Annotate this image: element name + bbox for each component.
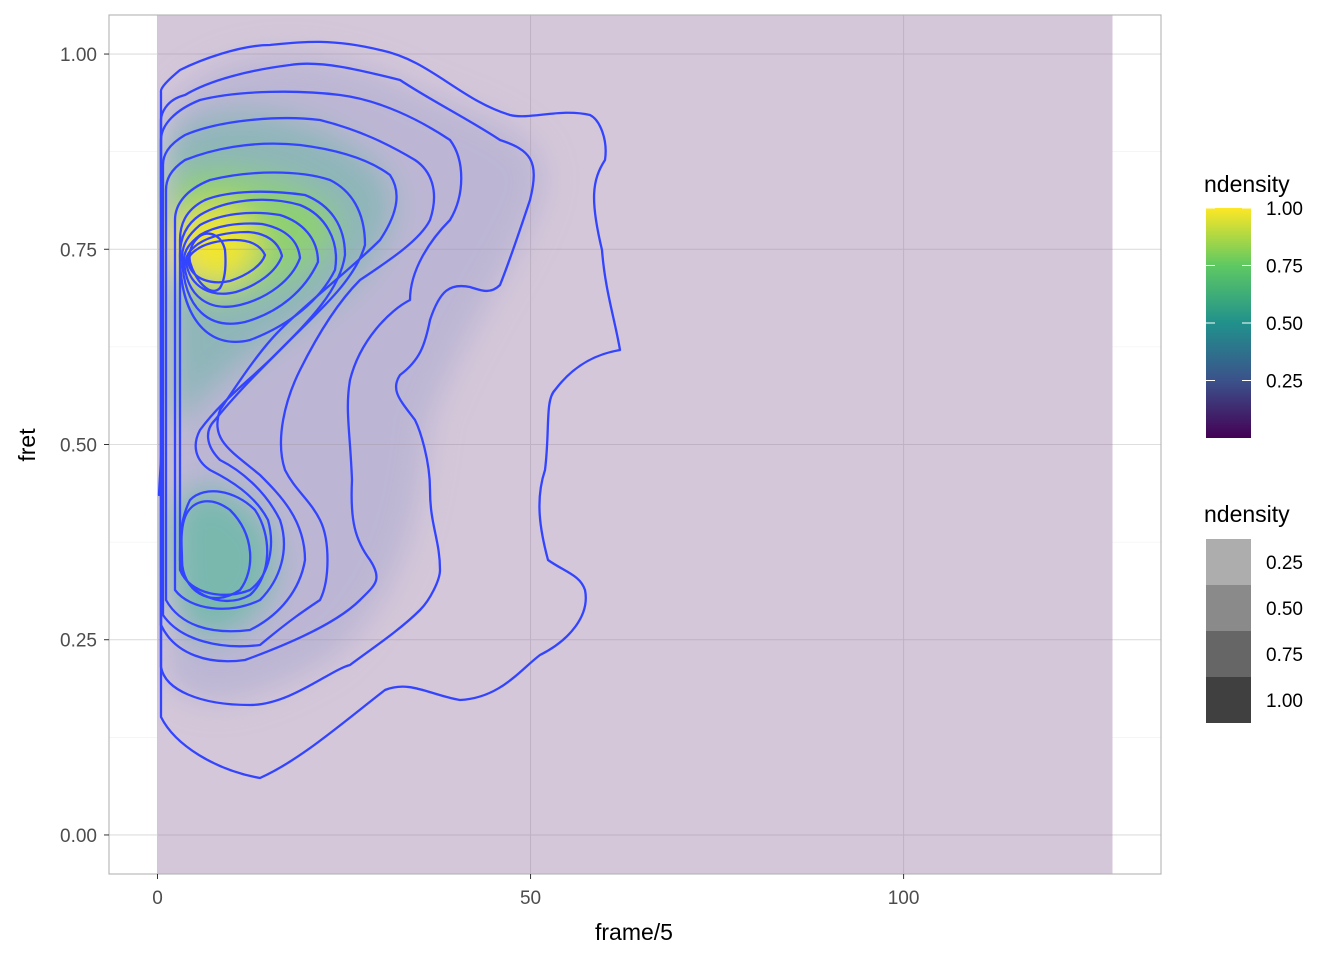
legend-colorbar: ndensity 1.00 0.75 0.50 0.25 — [1204, 171, 1303, 438]
contour-peak — [188, 232, 227, 292]
colorbar-break-label: 1.00 — [1266, 199, 1303, 220]
contour-level-3 — [159, 90, 463, 663]
alpha-swatch — [1206, 677, 1251, 723]
alpha-label: 0.25 — [1266, 553, 1303, 574]
x-axis-title: frame/5 — [595, 919, 673, 945]
contour-level-10 — [180, 211, 320, 325]
contour-level-9 — [178, 198, 338, 343]
y-axis-title: fret — [14, 428, 40, 462]
legend-colorbar-title: ndensity — [1204, 171, 1290, 197]
colorbar-break-label: 0.25 — [1266, 372, 1303, 393]
colorbar-break-label: 0.75 — [1266, 257, 1303, 278]
density-blobs — [165, 54, 544, 702]
contour-level-7 — [178, 190, 347, 596]
density-peak — [173, 207, 257, 283]
gridlines-overlay — [157, 15, 1113, 874]
y-tick-label: 0.25 — [60, 631, 97, 652]
alpha-swatch — [1206, 631, 1251, 677]
y-tick-label: 0.00 — [60, 826, 97, 847]
y-tick-label: 1.00 — [60, 45, 97, 66]
y-tick-label: 0.50 — [60, 436, 97, 457]
contour-level-4 — [161, 116, 436, 648]
y-axis-ticks: 0.00 0.25 0.50 0.75 1.00 — [60, 45, 109, 847]
contour-level-1 — [159, 40, 622, 780]
contour-level-12 — [184, 230, 284, 295]
x-tick-label: 0 — [152, 888, 163, 909]
contour-lines — [157, 40, 622, 780]
contour-level-2 — [159, 62, 535, 707]
contour-level-5 — [164, 142, 398, 633]
alpha-label: 1.00 — [1266, 691, 1303, 712]
contour-left-edge — [157, 418, 163, 497]
legend-alpha-title: ndensity — [1204, 501, 1290, 527]
y-tick-label: 0.75 — [60, 240, 97, 261]
alpha-swatch — [1206, 585, 1251, 631]
x-axis-ticks: 0 50 100 — [152, 874, 919, 909]
x-tick-label: 50 — [520, 888, 541, 909]
legend-alpha: ndensity 0.25 0.50 0.75 1.00 — [1204, 501, 1303, 723]
contour-level-13 — [186, 238, 267, 284]
colorbar-break-label: 0.50 — [1266, 314, 1303, 335]
alpha-swatch — [1206, 539, 1251, 585]
alpha-label: 0.75 — [1266, 645, 1303, 666]
density-blob-lower — [169, 487, 277, 640]
contour-lower-peak — [180, 500, 252, 600]
x-tick-label: 100 — [888, 888, 920, 909]
density-raster — [157, 15, 1113, 874]
alpha-label: 0.50 — [1266, 599, 1303, 620]
